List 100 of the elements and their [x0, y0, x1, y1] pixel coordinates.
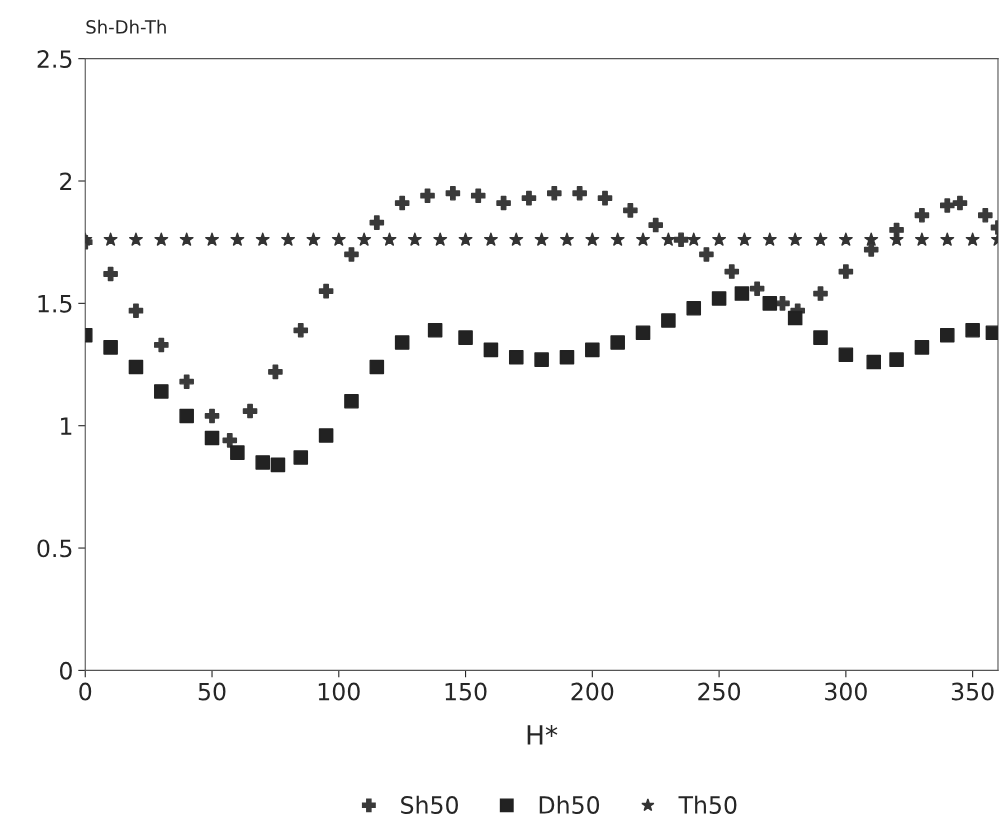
point [749, 281, 765, 296]
point [610, 232, 625, 246]
point [965, 322, 980, 338]
point [318, 428, 334, 443]
point [585, 232, 600, 246]
point [610, 335, 625, 350]
point [509, 232, 524, 246]
point [306, 232, 321, 246]
y-tick-label: 2.5 [37, 50, 72, 68]
point [242, 403, 258, 419]
point [205, 232, 219, 246]
x-tick-label: 200 [571, 682, 614, 701]
point [762, 296, 778, 311]
point [636, 232, 650, 246]
point [939, 327, 955, 343]
legend-label: Th50 [678, 795, 737, 814]
point [103, 232, 118, 246]
point [534, 232, 549, 246]
point [128, 359, 144, 375]
point [154, 232, 169, 246]
point [699, 247, 714, 262]
point [407, 232, 422, 246]
point [914, 207, 930, 223]
point [128, 303, 144, 318]
point [978, 207, 993, 223]
point [813, 286, 828, 301]
point [914, 232, 929, 246]
point [270, 457, 286, 473]
y-tick-label: 2 [60, 172, 72, 190]
point [103, 266, 118, 282]
point [344, 393, 359, 409]
point [445, 185, 461, 201]
point [483, 342, 499, 358]
point [534, 352, 549, 367]
point [597, 190, 613, 206]
point [686, 232, 701, 246]
point [775, 296, 790, 311]
point [433, 232, 448, 246]
point [420, 188, 435, 203]
point [734, 286, 750, 301]
point [661, 232, 676, 246]
point [496, 195, 511, 211]
point [179, 232, 194, 246]
point [458, 330, 473, 345]
point [230, 232, 245, 246]
point [965, 232, 980, 246]
point [661, 313, 676, 328]
point [394, 195, 410, 211]
y-axis-title: Sh-Dh-Th [86, 19, 166, 34]
point [204, 408, 220, 424]
point [222, 433, 238, 448]
point [344, 247, 359, 262]
point [179, 374, 194, 389]
point [952, 195, 968, 211]
point [838, 232, 853, 246]
point [255, 455, 271, 470]
x-axis-title: H* [527, 724, 558, 745]
point [508, 349, 524, 365]
point [686, 300, 702, 316]
point [331, 232, 346, 246]
point [572, 185, 587, 201]
point [129, 232, 143, 246]
point [889, 232, 904, 246]
point [623, 203, 638, 218]
point [889, 352, 904, 367]
point [914, 340, 930, 355]
point [939, 198, 955, 213]
point [585, 342, 600, 358]
x-tick-label: 250 [698, 682, 741, 701]
point [255, 232, 270, 246]
x-tick-label: 300 [825, 682, 867, 701]
point [547, 185, 562, 201]
point [369, 215, 385, 230]
point [737, 232, 752, 246]
point [382, 232, 397, 246]
point [369, 359, 385, 375]
point [179, 408, 194, 424]
point [154, 337, 169, 353]
point [724, 264, 740, 279]
point [318, 283, 334, 299]
point [293, 450, 309, 465]
point [635, 325, 651, 341]
legend-label: Dh50 [539, 795, 600, 814]
point [813, 330, 828, 345]
point [281, 232, 296, 246]
point [427, 322, 443, 338]
point [813, 232, 828, 246]
point [560, 232, 574, 246]
point [483, 232, 498, 246]
point [762, 232, 777, 246]
point [787, 310, 803, 326]
point [712, 232, 727, 246]
x-tick-label: 100 [318, 682, 360, 701]
point [866, 354, 882, 370]
legend-label: Sh50 [401, 795, 458, 814]
point [204, 430, 220, 446]
point [293, 322, 309, 338]
x-tick-label: 150 [445, 682, 487, 701]
point [838, 264, 854, 279]
point [711, 291, 727, 306]
